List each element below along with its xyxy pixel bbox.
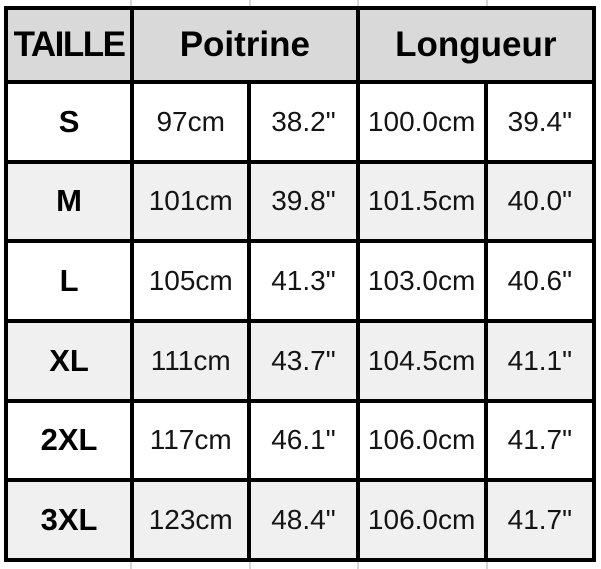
length-cm-cell: 100.0cm: [355, 80, 488, 164]
chest-in-cell: 46.1": [247, 398, 360, 483]
header-longueur: Longueur: [355, 6, 597, 84]
chest-cm-cell: 97cm: [130, 80, 252, 164]
length-in-cell: 40.0": [483, 159, 597, 244]
length-cm-cell: 103.0cm: [355, 239, 488, 323]
header-taille: TAILLE: [3, 6, 135, 84]
gridline-stub: [249, 0, 251, 6]
table-row: 2XL 117cm 46.1" 106.0cm 41.7": [3, 398, 597, 483]
gridline-stub: [130, 562, 132, 569]
header-poitrine: Poitrine: [130, 6, 360, 84]
size-chart-body: S 97cm 38.2" 100.0cm 39.4" M 101cm 39.8"…: [3, 80, 597, 562]
gridline-stub: [249, 562, 251, 569]
table-row: XL 111cm 43.7" 104.5cm 41.1": [3, 318, 597, 403]
chest-in-cell: 43.7": [247, 318, 360, 403]
table-row: S 97cm 38.2" 100.0cm 39.4": [3, 80, 597, 164]
size-cell: XL: [3, 318, 135, 403]
size-cell: S: [3, 80, 135, 164]
chest-cm-cell: 123cm: [130, 478, 252, 562]
size-cell: M: [3, 159, 135, 244]
table-row: 3XL 123cm 48.4" 106.0cm 41.7": [3, 478, 597, 562]
size-cell: 3XL: [3, 478, 135, 562]
length-cm-cell: 106.0cm: [355, 478, 488, 562]
table-row: L 105cm 41.3" 103.0cm 40.6": [3, 239, 597, 323]
gridline-stub: [130, 0, 132, 6]
length-in-cell: 40.6": [483, 239, 597, 323]
length-in-cell: 39.4": [483, 80, 597, 164]
chest-in-cell: 41.3": [247, 239, 360, 323]
chest-cm-cell: 111cm: [130, 318, 252, 403]
size-chart-header: TAILLE Poitrine Longueur: [3, 6, 597, 84]
gridline-stub: [486, 0, 488, 6]
length-in-cell: 41.1": [483, 318, 597, 403]
chest-in-cell: 39.8": [247, 159, 360, 244]
length-in-cell: 41.7": [483, 478, 597, 562]
chest-cm-cell: 101cm: [130, 159, 252, 244]
length-cm-cell: 104.5cm: [355, 318, 488, 403]
chest-in-cell: 48.4": [247, 478, 360, 562]
size-cell: L: [3, 239, 135, 323]
gridline-stub: [357, 562, 359, 569]
chest-cm-cell: 117cm: [130, 398, 252, 483]
size-cell: 2XL: [3, 398, 135, 483]
length-cm-cell: 106.0cm: [355, 398, 488, 483]
gridline-stub: [357, 0, 359, 6]
table-row: M 101cm 39.8" 101.5cm 40.0": [3, 159, 597, 244]
length-cm-cell: 101.5cm: [355, 159, 488, 244]
gridline-stub: [486, 562, 488, 569]
header-row: TAILLE Poitrine Longueur: [3, 6, 597, 84]
length-in-cell: 41.7": [483, 398, 597, 483]
chest-in-cell: 38.2": [247, 80, 360, 164]
size-chart-table: TAILLE Poitrine Longueur S 97cm 38.2" 10…: [3, 6, 597, 562]
chest-cm-cell: 105cm: [130, 239, 252, 323]
